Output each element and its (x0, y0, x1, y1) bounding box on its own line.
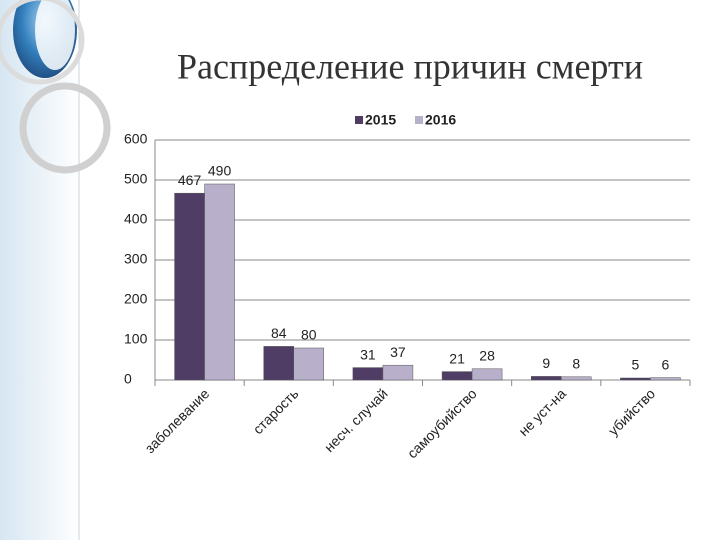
bar (174, 192, 205, 381)
decoration (19, 82, 111, 174)
y-tick-label: 300 (124, 251, 148, 267)
legend-label: 2015 (365, 112, 396, 128)
x-tick-label: не уст-на (515, 385, 569, 439)
data-label: 6 (662, 356, 670, 372)
y-tick-label: 200 (124, 291, 148, 307)
bar (352, 367, 384, 381)
y-tick-label: 400 (124, 211, 148, 227)
decoration (35, 0, 75, 70)
x-tick-label: несч. случай (321, 385, 391, 455)
bar (561, 376, 592, 381)
bar (620, 377, 651, 381)
bar (204, 183, 235, 381)
bar (263, 346, 294, 381)
bar (382, 364, 414, 381)
legend-swatch (355, 116, 363, 124)
x-tick-label: самоубийство (404, 385, 480, 461)
data-label: 28 (479, 348, 495, 364)
decoration (0, 0, 85, 85)
bar (293, 347, 324, 381)
legend-label: 2016 (425, 112, 456, 128)
y-tick-label: 100 (124, 331, 148, 347)
bar (441, 371, 473, 381)
data-label: 37 (390, 344, 406, 360)
x-tick-label: заболевание (142, 385, 213, 456)
legend-swatch (415, 116, 423, 124)
x-tick-label: убийство (605, 385, 658, 438)
y-tick-label: 600 (124, 131, 148, 147)
y-tick-label: 500 (124, 171, 148, 187)
bar (471, 368, 503, 381)
bar (650, 377, 681, 381)
data-label: 5 (632, 357, 640, 373)
data-label: 80 (301, 327, 317, 343)
chart-title: Распределение причин смерти (177, 46, 643, 86)
data-label: 21 (449, 350, 465, 366)
bar (531, 376, 562, 381)
y-tick-label: 0 (124, 371, 132, 387)
x-tick-label: старость (250, 385, 302, 437)
data-label: 9 (542, 355, 550, 371)
data-label: 84 (271, 325, 287, 341)
data-label: 490 (208, 163, 232, 179)
data-label: 31 (360, 346, 376, 362)
data-label: 467 (178, 172, 202, 188)
data-label: 8 (572, 356, 580, 372)
